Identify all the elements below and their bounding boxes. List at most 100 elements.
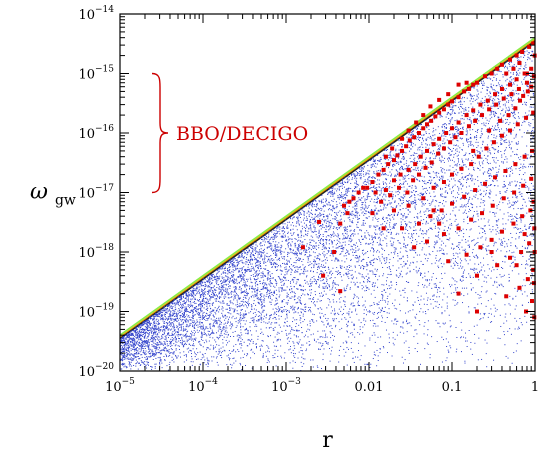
blue-point xyxy=(351,239,353,241)
blue-point xyxy=(273,252,274,254)
blue-point xyxy=(290,244,292,246)
blue-point xyxy=(191,294,193,296)
blue-point xyxy=(300,221,302,223)
blue-point xyxy=(287,293,289,295)
blue-point xyxy=(221,329,223,331)
blue-point xyxy=(515,133,517,135)
blue-point xyxy=(454,105,456,107)
blue-point xyxy=(246,328,248,330)
blue-point xyxy=(304,266,306,268)
blue-point xyxy=(382,187,384,189)
blue-point xyxy=(236,283,238,285)
blue-point xyxy=(386,267,388,269)
blue-point xyxy=(529,223,531,225)
blue-point xyxy=(318,229,320,231)
blue-point xyxy=(273,239,275,241)
blue-point xyxy=(223,289,225,291)
blue-point xyxy=(282,288,284,290)
blue-point xyxy=(421,150,423,152)
blue-point xyxy=(454,197,456,199)
blue-point xyxy=(287,233,289,234)
blue-point xyxy=(502,115,504,117)
blue-point xyxy=(210,287,212,289)
blue-point xyxy=(237,276,239,278)
blue-point xyxy=(500,198,502,200)
blue-point xyxy=(240,279,242,281)
blue-point xyxy=(185,306,187,308)
blue-point xyxy=(254,275,256,277)
blue-point xyxy=(429,282,431,284)
blue-point xyxy=(200,308,202,310)
blue-point xyxy=(466,128,468,130)
blue-point xyxy=(526,114,528,116)
blue-point xyxy=(128,353,130,355)
blue-point xyxy=(341,197,343,199)
blue-point xyxy=(455,169,457,171)
blue-point xyxy=(382,216,384,218)
blue-point xyxy=(419,149,421,151)
blue-point xyxy=(249,263,251,265)
blue-point xyxy=(229,263,231,265)
blue-point xyxy=(211,360,213,362)
blue-point xyxy=(231,350,233,352)
blue-point xyxy=(185,326,187,328)
blue-point xyxy=(493,359,495,361)
blue-point xyxy=(244,251,246,253)
blue-point xyxy=(281,357,283,359)
blue-point xyxy=(348,205,350,207)
blue-point xyxy=(372,358,374,360)
blue-point xyxy=(260,275,262,277)
blue-point xyxy=(173,320,175,322)
blue-point xyxy=(531,272,533,274)
blue-point xyxy=(410,135,412,137)
blue-point xyxy=(182,301,184,303)
blue-point xyxy=(357,212,359,214)
blue-point xyxy=(498,238,500,240)
blue-point xyxy=(456,128,458,130)
blue-point xyxy=(381,165,383,167)
blue-point xyxy=(325,241,327,243)
blue-point xyxy=(521,324,523,326)
blue-point xyxy=(286,303,288,305)
blue-point xyxy=(396,232,398,234)
blue-point xyxy=(304,230,306,232)
blue-point xyxy=(227,277,229,279)
blue-point xyxy=(492,212,494,214)
blue-point xyxy=(174,345,176,347)
blue-point xyxy=(404,175,406,177)
blue-point xyxy=(531,174,533,176)
blue-point xyxy=(299,246,301,248)
blue-point xyxy=(235,344,237,346)
blue-point xyxy=(372,248,374,249)
blue-point xyxy=(262,271,264,273)
blue-point xyxy=(317,268,319,270)
blue-point xyxy=(185,319,187,321)
blue-point xyxy=(351,248,353,250)
blue-point xyxy=(271,277,273,279)
blue-point xyxy=(493,245,495,247)
blue-point xyxy=(518,228,520,230)
blue-point xyxy=(504,316,506,318)
blue-point xyxy=(493,159,495,161)
blue-point xyxy=(283,289,285,291)
blue-point xyxy=(421,193,423,195)
blue-point xyxy=(444,172,446,174)
blue-point xyxy=(225,284,227,286)
blue-point xyxy=(313,275,315,277)
blue-point xyxy=(416,313,418,315)
blue-point xyxy=(269,274,271,276)
blue-point xyxy=(240,314,242,316)
blue-point xyxy=(235,321,237,323)
blue-point xyxy=(313,217,315,219)
blue-point xyxy=(362,332,364,334)
blue-point xyxy=(295,271,297,273)
blue-point xyxy=(280,244,282,246)
blue-point xyxy=(502,120,504,122)
blue-point xyxy=(480,106,482,108)
blue-point xyxy=(470,87,472,89)
blue-point xyxy=(195,302,197,304)
blue-point xyxy=(472,98,474,100)
blue-point xyxy=(468,198,470,200)
blue-point xyxy=(376,251,378,253)
blue-point xyxy=(465,107,467,109)
